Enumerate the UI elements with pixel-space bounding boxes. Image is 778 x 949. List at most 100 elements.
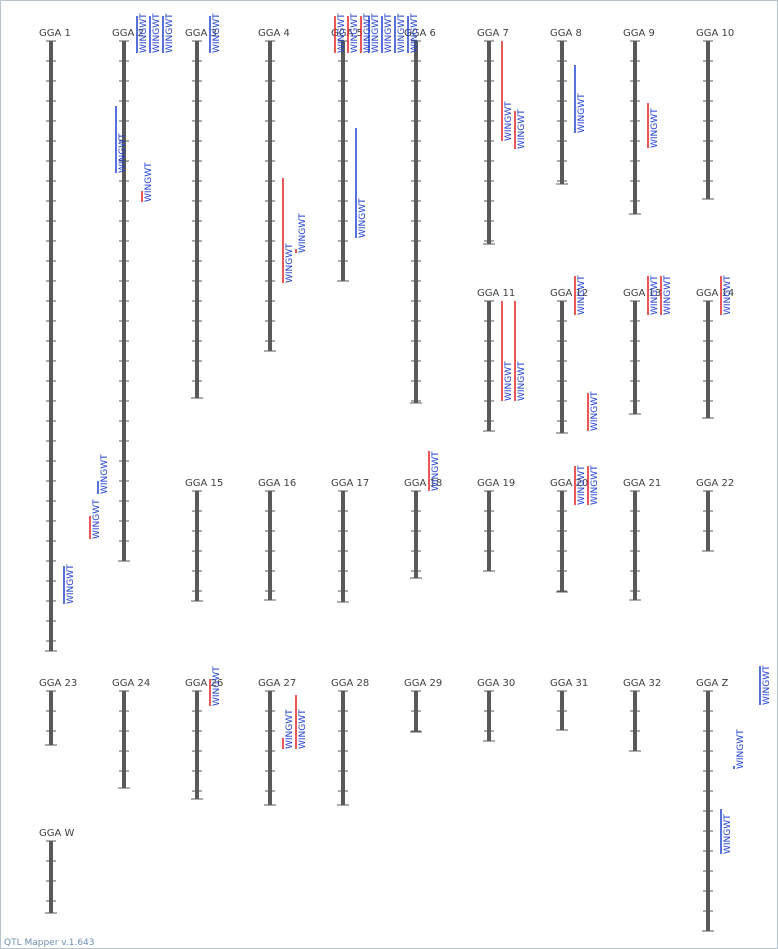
qtl-gga-5[interactable]: WINGWT (381, 13, 394, 53)
qtl-gga-5[interactable]: WINGWT (394, 13, 407, 53)
chromosome-gga-7[interactable]: GGA 7 (477, 28, 509, 245)
qtl-gga-12[interactable]: WINGWT (574, 275, 587, 315)
qtl-gga-20[interactable]: WINGWT (574, 465, 587, 505)
chromosome-label: GGA 6 (404, 28, 436, 39)
qtl-gga-20[interactable]: WINGWT (587, 465, 600, 505)
chromosome-gga-6[interactable]: GGA 6 (404, 28, 436, 404)
qtl-gga-4[interactable]: WINGWT (295, 213, 308, 253)
qtl-trait-label: WINGWT (397, 13, 407, 53)
qtl-gga-z[interactable]: WINGWT (733, 729, 746, 769)
chromosome-gga-24[interactable]: GGA 24 (112, 678, 150, 789)
qtl-gga-4[interactable]: WINGWT (282, 178, 295, 283)
chromosome-gga-8[interactable]: GGA 8 (550, 28, 582, 185)
chromosome-gga-15[interactable]: GGA 15 (185, 478, 223, 602)
chromosome-label: GGA 30 (477, 678, 515, 689)
qtl-gga-12[interactable]: WINGWT (587, 391, 600, 431)
qtl-gga-13[interactable]: WINGWT (660, 275, 673, 315)
chromosome-gga-28[interactable]: GGA 28 (331, 678, 369, 806)
chromosome-gga-16[interactable]: GGA 16 (258, 478, 296, 601)
qtl-gga-4[interactable]: WINGWT (347, 13, 360, 53)
chromosome-gga-32[interactable]: GGA 32 (623, 678, 661, 752)
qtl-gga-5[interactable]: WINGWT (368, 13, 381, 53)
qtl-gga-4[interactable]: WINGWT (360, 13, 373, 53)
chromosome-gga-3[interactable]: GGA 3 (185, 28, 217, 399)
qtl-gga-z[interactable]: WINGWT (759, 665, 772, 705)
chromosome-bar (341, 491, 345, 602)
qtl-gga-1[interactable]: WINGWT (115, 106, 128, 173)
qtl-trait-label: WINGWT (504, 361, 514, 401)
chromosome-gga-19[interactable]: GGA 19 (477, 478, 515, 572)
qtl-trait-label: WINGWT (66, 564, 76, 604)
chromosome-gga-23[interactable]: GGA 23 (39, 678, 77, 746)
chromosome-label: GGA 24 (112, 678, 150, 689)
qtl-gga-27[interactable]: WINGWT (295, 695, 308, 749)
chromosome-gga-30[interactable]: GGA 30 (477, 678, 515, 742)
qtl-gga-8[interactable]: WINGWT (574, 65, 587, 133)
chromosome-gga-4[interactable]: GGA 4 (258, 28, 290, 352)
chromosome-gga-31[interactable]: GGA 31 (550, 678, 588, 731)
qtl-gga-5[interactable]: WINGWT (407, 13, 420, 53)
chromosome-gga-2[interactable]: GGA 2 (112, 28, 144, 562)
chromosome-gga-11[interactable]: GGA 11 (477, 288, 515, 432)
chromosome-bar (487, 41, 491, 244)
chromosome-gga-w[interactable]: GGA W (39, 828, 75, 914)
qtl-gga-1[interactable]: WINGWT (63, 564, 76, 604)
chromosome-label: GGA 2 (112, 28, 144, 39)
chromosome-label: GGA 22 (696, 478, 734, 489)
qtl-gga-1[interactable]: WINGWT (141, 162, 154, 202)
chromosome-bar (195, 691, 199, 799)
chromosome-gga-14[interactable]: GGA 14 (696, 288, 734, 419)
qtl-gga-4[interactable]: WINGWT (334, 13, 347, 53)
chromosome-gga-27[interactable]: GGA 27 (258, 678, 296, 806)
chromosome-bar (706, 491, 710, 551)
qtl-gga-5[interactable]: WINGWT (355, 128, 368, 238)
qtl-gga-2[interactable]: WINGWT (97, 454, 110, 494)
chromosome-label: GGA 23 (39, 678, 77, 689)
qtl-gga-z[interactable]: WINGWT (720, 809, 733, 854)
qtl-gga-26[interactable]: WINGWT (209, 666, 222, 706)
chromosome-label: GGA 9 (623, 28, 655, 39)
qtl-trait-label: WINGWT (577, 275, 587, 315)
qtl-gga-3[interactable]: WINGWT (209, 13, 222, 53)
chromosome-gga-z[interactable]: GGA Z (696, 678, 729, 932)
qtl-gga-2[interactable]: WINGWT (149, 13, 162, 53)
chromosome-gga-10[interactable]: GGA 10 (696, 28, 734, 200)
chromosome-label: GGA 1 (39, 28, 71, 39)
chromosome-gga-13[interactable]: GGA 13 (623, 288, 661, 415)
qtl-gga-11[interactable]: WINGWT (501, 301, 514, 401)
chromosome-label: GGA 27 (258, 678, 296, 689)
qtl-trait-label: WINGWT (663, 275, 673, 315)
chromosome-gga-29[interactable]: GGA 29 (404, 678, 442, 733)
chromosome-bar (195, 491, 199, 601)
qtl-gga-2[interactable]: WINGWT (136, 13, 149, 53)
chromosome-gga-17[interactable]: GGA 17 (331, 478, 369, 603)
qtl-gga-27[interactable]: WINGWT (282, 709, 295, 749)
chromosome-label: GGA 15 (185, 478, 223, 489)
chromosome-gga-26[interactable]: GGA 26 (185, 678, 223, 800)
qtl-trait-label: WINGWT (736, 729, 746, 769)
chromosome-bar (268, 41, 272, 351)
qtl-gga-11[interactable]: WINGWT (514, 301, 527, 401)
qtl-gga-7[interactable]: WINGWT (501, 41, 514, 141)
qtl-trait-label: WINGWT (363, 13, 373, 53)
chromosome-bar (633, 301, 637, 414)
chromosome-label: GGA 13 (623, 288, 661, 299)
chromosome-gga-18[interactable]: GGA 18 (404, 478, 442, 579)
chromosome-gga-5[interactable]: GGA 5 (331, 28, 363, 282)
chromosome-bar (414, 491, 418, 578)
qtl-gga-14[interactable]: WINGWT (720, 275, 733, 315)
qtl-gga-2[interactable]: WINGWT (162, 13, 175, 53)
chromosome-gga-1[interactable]: GGA 1 (39, 28, 71, 652)
chromosome-label: GGA 14 (696, 288, 734, 299)
chromosome-gga-21[interactable]: GGA 21 (623, 478, 661, 601)
qtl-gga-7[interactable]: WINGWT (514, 109, 527, 149)
qtl-gga-13[interactable]: WINGWT (647, 275, 660, 315)
qtl-gga-1[interactable]: WINGWT (89, 499, 102, 539)
chromosome-gga-22[interactable]: GGA 22 (696, 478, 734, 552)
chromosome-gga-9[interactable]: GGA 9 (623, 28, 655, 215)
qtl-gga-9[interactable]: WINGWT (647, 103, 660, 148)
chromosome-gga-12[interactable]: GGA 12 (550, 288, 588, 434)
chromosome-gga-20[interactable]: GGA 20 (550, 478, 588, 593)
chromosome-label: GGA 18 (404, 478, 442, 489)
qtl-gga-18[interactable]: WINGWT (428, 451, 441, 491)
